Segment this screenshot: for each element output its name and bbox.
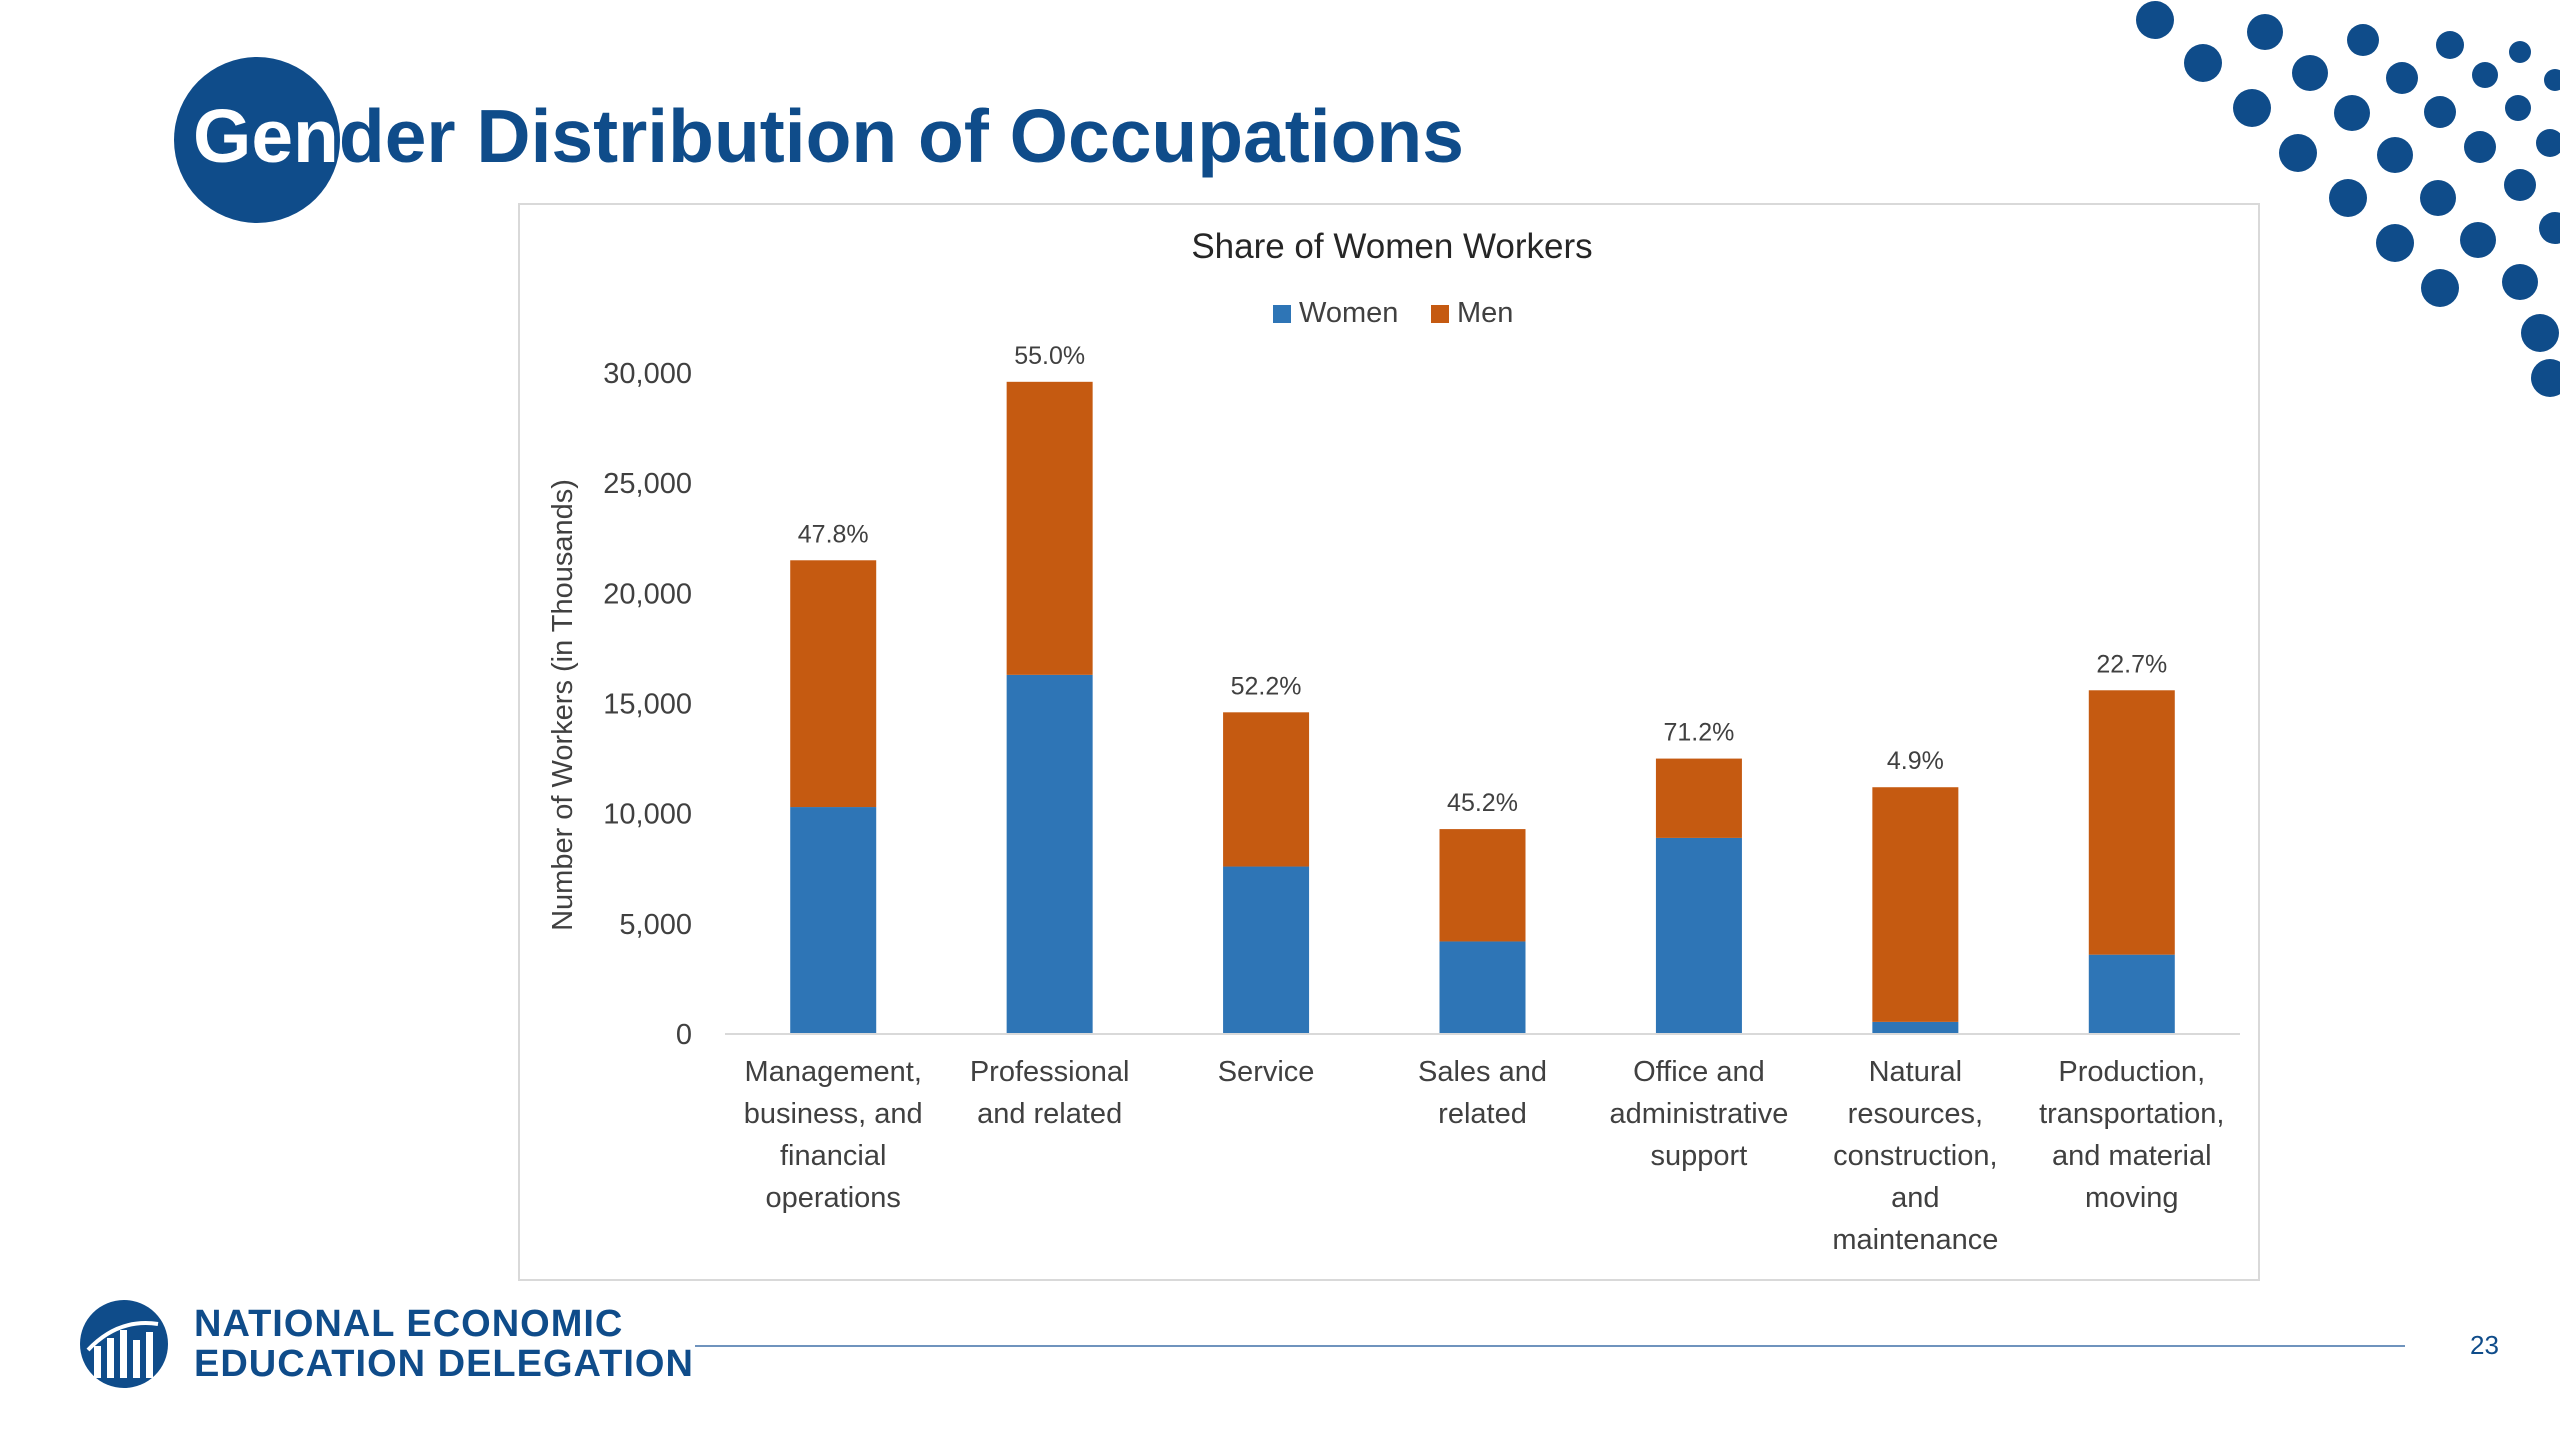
data-label: 71.2% <box>1663 719 1734 747</box>
x-tick-label: Professional and related <box>970 1056 1130 1130</box>
chart-panel: Share of Women Workers Women Men Number o… <box>518 203 2260 1281</box>
y-tick-label: 5,000 <box>619 909 692 941</box>
legend-swatch-women <box>1273 305 1291 323</box>
bar-men <box>2088 690 2175 955</box>
bar-men <box>1223 712 1310 867</box>
bar-women <box>1223 866 1310 1034</box>
x-tick-label: Natural resources, construction, and mainten… <box>1832 1056 1998 1256</box>
bar-women <box>1006 674 1093 1034</box>
bar-men <box>1655 758 1742 838</box>
data-label: 52.2% <box>1231 672 1302 700</box>
bar-women <box>790 807 877 1034</box>
x-tick-label: Production, transportation, and material mo… <box>2039 1056 2224 1214</box>
x-tick-label: Management, business, and financial operati… <box>744 1056 923 1214</box>
organization-name: NATIONAL ECONOMIC EDUCATION DELEGATION <box>194 1304 694 1384</box>
bars <box>790 381 2175 1034</box>
bar-women <box>1872 1021 1959 1034</box>
page-number: 23 <box>2470 1330 2499 1360</box>
y-tick-label: 15,000 <box>603 689 692 721</box>
y-tick-label: 25,000 <box>603 468 692 500</box>
bar-men <box>790 560 877 808</box>
y-axis-ticks: 0 5,000 10,000 15,000 20,000 25,000 30,000 <box>603 358 692 1051</box>
y-tick-label: 30,000 <box>603 358 692 390</box>
chart: Share of Women Workers Women Men Number o… <box>547 227 2240 1256</box>
decorative-dots <box>2136 1 2560 397</box>
organization-name-line1: NATIONAL ECONOMIC <box>194 1303 624 1345</box>
x-tick-label: Service <box>1218 1056 1315 1088</box>
bar-women <box>1655 837 1742 1034</box>
footer-divider <box>695 1345 2405 1347</box>
x-tick-label: Office and administrative support <box>1609 1056 1788 1172</box>
data-label: 45.2% <box>1447 789 1518 817</box>
y-axis-label: Number of Workers (in Thousands) <box>547 479 579 931</box>
bar-men <box>1439 829 1526 942</box>
legend-label-men: Men <box>1457 297 1513 329</box>
data-label: 4.9% <box>1887 747 1944 775</box>
bar-women <box>1439 941 1526 1034</box>
title-circle <box>174 57 340 223</box>
x-tick-label: Sales and related <box>1418 1056 1547 1130</box>
page-title-part2: der Distribution of Occupations <box>338 94 1464 178</box>
data-label: 55.0% <box>1014 342 1085 370</box>
organization-name-line2: EDUCATION DELEGATION <box>194 1343 694 1385</box>
bar-men <box>1872 787 1959 1022</box>
legend-swatch-men <box>1431 305 1449 323</box>
x-axis-ticks: Management, business, and financial operati… <box>744 1056 2225 1256</box>
page-title: Gender Distribution of Occupations <box>193 86 1464 186</box>
data-label: 22.7% <box>2096 650 2167 678</box>
y-tick-label: 20,000 <box>603 578 692 610</box>
y-tick-label: 0 <box>676 1019 692 1051</box>
bar-women <box>2088 954 2175 1034</box>
page-title-part1: Gen <box>193 94 339 178</box>
legend-label-women: Women <box>1299 297 1398 329</box>
need-logo-icon <box>80 1300 168 1388</box>
data-label: 47.8% <box>798 520 869 548</box>
chart-title: Share of Women Workers <box>1191 227 1592 266</box>
data-labels: 47.8% 55.0% 52.2% 45.2% 71.2% 4.9% 22.7% <box>798 342 2167 817</box>
legend: Women Men <box>1273 297 1513 329</box>
y-tick-label: 10,000 <box>603 799 692 831</box>
bar-men <box>1006 381 1093 675</box>
